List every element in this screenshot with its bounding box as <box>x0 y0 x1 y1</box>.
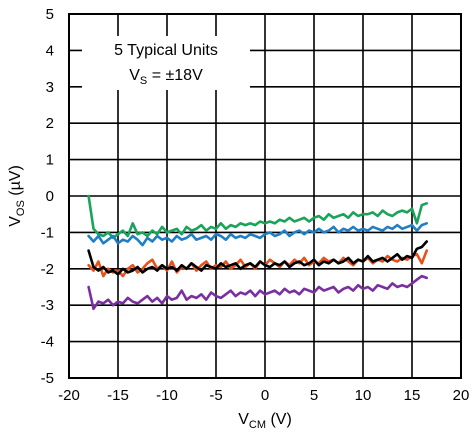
y-tick-label: -4 <box>41 334 54 351</box>
y-tick-label: 2 <box>46 115 54 132</box>
x-tick-label: 15 <box>404 387 421 404</box>
series-line-5 <box>87 274 429 311</box>
x-tick-label: -10 <box>156 387 178 404</box>
x-axis-title-sub: CM <box>249 419 266 431</box>
x-axis-title-main: V <box>238 411 249 428</box>
annotation-line-1: 5 Typical Units <box>114 42 218 59</box>
y-tick-labels: 5 4 3 2 1 0 -1 -2 -3 -4 -5 <box>41 6 54 387</box>
plot-frame <box>68 13 462 379</box>
annotation-box: 5 Typical Units VS = ±18V <box>82 36 250 90</box>
y-tick-label: -1 <box>41 224 54 241</box>
y-tick-label: 1 <box>46 152 54 169</box>
y-axis-title-main: V <box>7 216 24 227</box>
series-line-1 <box>87 194 429 240</box>
annotation-background <box>82 36 250 90</box>
x-axis-title: VCM (V) <box>238 411 292 431</box>
series-group <box>87 194 429 311</box>
y-tick-label: 4 <box>46 42 54 59</box>
y-tick-label: -2 <box>41 261 54 278</box>
annotation-vs-rest: = ±18V <box>147 67 203 84</box>
y-tick-label: 3 <box>46 79 54 96</box>
annotation-vs-main: V <box>129 67 140 84</box>
y-tick-label: -5 <box>41 370 54 387</box>
annotation-vs-sub: S <box>140 75 147 87</box>
y-axis-title-sub: OS <box>15 200 27 216</box>
x-tick-label: 10 <box>355 387 372 404</box>
series-line-2 <box>87 222 429 247</box>
annotation-line-2: VS = ±18V <box>129 67 203 87</box>
x-tick-label: -15 <box>107 387 129 404</box>
x-axis-title-unit: (V) <box>266 411 292 428</box>
x-tick-label: 0 <box>261 387 269 404</box>
x-tick-labels: -20 -15 -10 -5 0 5 10 15 20 <box>58 387 469 404</box>
y-tick-label: 0 <box>46 188 54 205</box>
x-tick-label: 20 <box>453 387 470 404</box>
y-axis-title: VOS (µV) <box>7 165 27 227</box>
x-tick-label: -5 <box>209 387 222 404</box>
series-line-4 <box>87 240 429 276</box>
y-tick-label: -3 <box>41 297 54 314</box>
y-tick-label: 5 <box>46 6 54 23</box>
x-tick-label: -20 <box>58 387 80 404</box>
x-tick-label: 5 <box>310 387 318 404</box>
y-axis-title-unit: (µV) <box>7 165 24 200</box>
